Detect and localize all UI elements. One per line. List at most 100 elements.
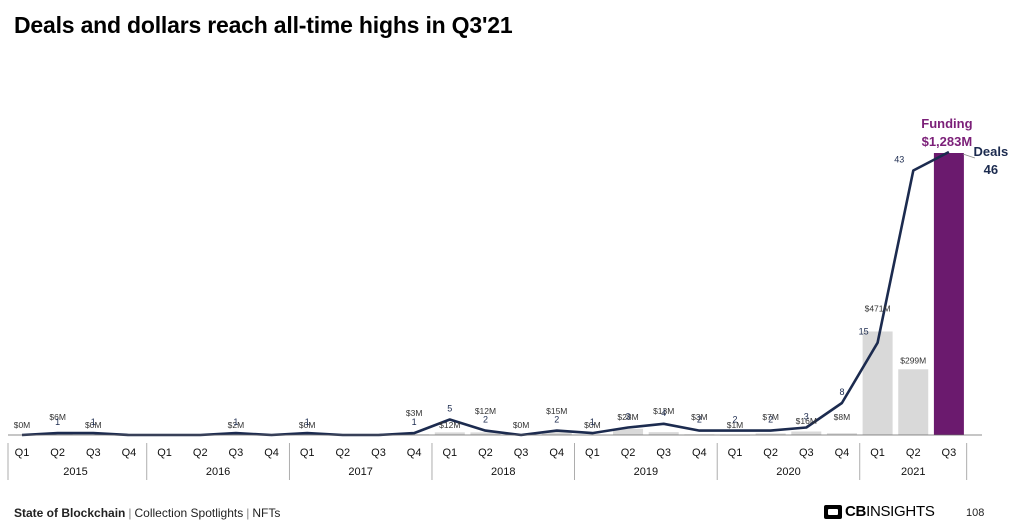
quarter-tick-11: Q4 [407, 447, 422, 459]
logo-text-bold: CB [845, 503, 867, 520]
footer: State of Blockchain | Collection Spotlight… [14, 506, 281, 520]
deals-label-8: 1 [305, 417, 310, 427]
deals-callout-leader [962, 153, 976, 159]
funding-bar-22 [791, 431, 822, 435]
cbinsights-logo: CBINSIGHTS [824, 503, 935, 520]
deals-funding-chart: $0M $6M $0M $2M $0M $3M $12M $12M $0M $15M $0M $28M… [7, 116, 1009, 480]
funding-label-13: $12M [475, 406, 496, 416]
footer-section-1: Collection Spotlights [134, 506, 244, 520]
funding-label-23: $8M [834, 412, 851, 422]
cbinsights-logo-icon [824, 504, 842, 519]
funding-label-6: $2M [228, 420, 245, 430]
funding-label-20: $1M [727, 420, 744, 430]
funding-label-17: $28M [617, 412, 638, 422]
year-label-2020: 2020 [776, 466, 800, 478]
deals-line [21, 150, 950, 437]
deals-label-20: 2 [732, 415, 737, 425]
deals-label-16: 1 [590, 417, 595, 427]
deals-label-23: 8 [839, 387, 844, 397]
quarter-tick-18: Q3 [656, 447, 671, 459]
deals-label-2: 1 [91, 417, 96, 427]
quarter-tick-26: Q3 [942, 447, 957, 459]
quarter-tick-10: Q3 [371, 447, 386, 459]
quarter-tick-7: Q4 [264, 447, 279, 459]
quarter-tick-4: Q1 [157, 447, 172, 459]
year-label-2021: 2021 [901, 466, 925, 478]
logo-text-light: INSIGHTS [866, 503, 935, 520]
funding-bar-12 [434, 432, 465, 435]
deals-label-18: 4 [661, 408, 666, 418]
funding-label-2: $0M [85, 420, 102, 430]
funding-label-24: $471M [865, 303, 891, 313]
quarter-tick-19: Q4 [692, 447, 707, 459]
funding-bar-26 [933, 153, 964, 435]
quarter-tick-23: Q4 [835, 447, 850, 459]
funding-label-16: $0M [584, 420, 601, 430]
deals-label-17: 3 [626, 412, 631, 422]
quarter-tick-8: Q1 [300, 447, 315, 459]
funding-label-15: $15M [546, 406, 567, 416]
deals-label-6: 1 [233, 417, 238, 427]
quarter-tick-22: Q3 [799, 447, 814, 459]
funding-bar-17 [613, 428, 644, 435]
funding-bar-24 [862, 331, 893, 435]
quarter-tick-14: Q3 [514, 447, 529, 459]
quarter-tick-24: Q1 [870, 447, 885, 459]
quarter-tick-15: Q4 [549, 447, 564, 459]
deals-label-25: 43 [894, 154, 904, 164]
funding-label-18: $13M [653, 406, 674, 416]
year-label-2018: 2018 [491, 466, 515, 478]
quarter-tick-2: Q3 [86, 447, 101, 459]
quarter-tick-0: Q1 [15, 447, 30, 459]
quarter-tick-20: Q1 [728, 447, 743, 459]
quarter-tick-16: Q1 [585, 447, 600, 459]
year-label-2017: 2017 [348, 466, 372, 478]
funding-label-11: $3M [406, 408, 423, 418]
funding-label-25: $299M [900, 355, 926, 365]
funding-label-0: $0M [14, 420, 31, 430]
deals-label-24: 15 [859, 327, 869, 337]
funding-label-8: $0M [299, 420, 316, 430]
deals-label-19: 2 [697, 415, 702, 425]
funding-bar-25 [898, 369, 929, 435]
deals-label-22: 3 [804, 412, 809, 422]
deals-label-13: 2 [483, 415, 488, 425]
footer-brand: State of Blockchain [14, 506, 126, 520]
funding-label-1: $6M [49, 412, 66, 422]
deals-callout-label: Deals [974, 144, 1009, 159]
year-label-2015: 2015 [63, 466, 87, 478]
quarter-tick-21: Q2 [763, 447, 778, 459]
year-label-2019: 2019 [634, 466, 658, 478]
quarter-tick-3: Q4 [122, 447, 137, 459]
funding-label-21: $7M [762, 412, 779, 422]
funding-label-22: $16M [796, 416, 817, 426]
funding-bar-15 [541, 431, 572, 435]
deals-label-15: 2 [554, 415, 559, 425]
quarter-tick-9: Q2 [336, 447, 351, 459]
deals-label-12: 5 [447, 404, 452, 414]
chart-title: Deals and dollars reach all-time highs i… [14, 12, 513, 38]
funding-label-19: $3M [691, 412, 708, 422]
quarter-tick-25: Q2 [906, 447, 921, 459]
funding-label-12: $12M [439, 420, 460, 430]
quarter-tick-13: Q2 [478, 447, 493, 459]
funding-callout-value: $1,283M [922, 134, 973, 149]
quarter-tick-6: Q3 [229, 447, 244, 459]
deals-label-21: 2 [768, 415, 773, 425]
quarter-tick-1: Q2 [50, 447, 65, 459]
quarter-tick-5: Q2 [193, 447, 208, 459]
quarter-tick-17: Q2 [621, 447, 636, 459]
deals-label-1: 1 [55, 417, 60, 427]
page-number: 108 [966, 507, 985, 519]
footer-section-2: NFTs [252, 506, 281, 520]
funding-bar-23 [826, 433, 857, 435]
funding-label-14: $0M [513, 420, 530, 430]
funding-bar-21 [755, 433, 786, 435]
funding-bar-13 [470, 432, 501, 435]
funding-bar-18 [648, 432, 679, 435]
year-label-2016: 2016 [206, 466, 230, 478]
funding-callout-label: Funding [921, 116, 972, 131]
deals-callout-value: 46 [984, 162, 998, 177]
quarter-tick-12: Q1 [442, 447, 457, 459]
deals-label-11: 1 [412, 417, 417, 427]
